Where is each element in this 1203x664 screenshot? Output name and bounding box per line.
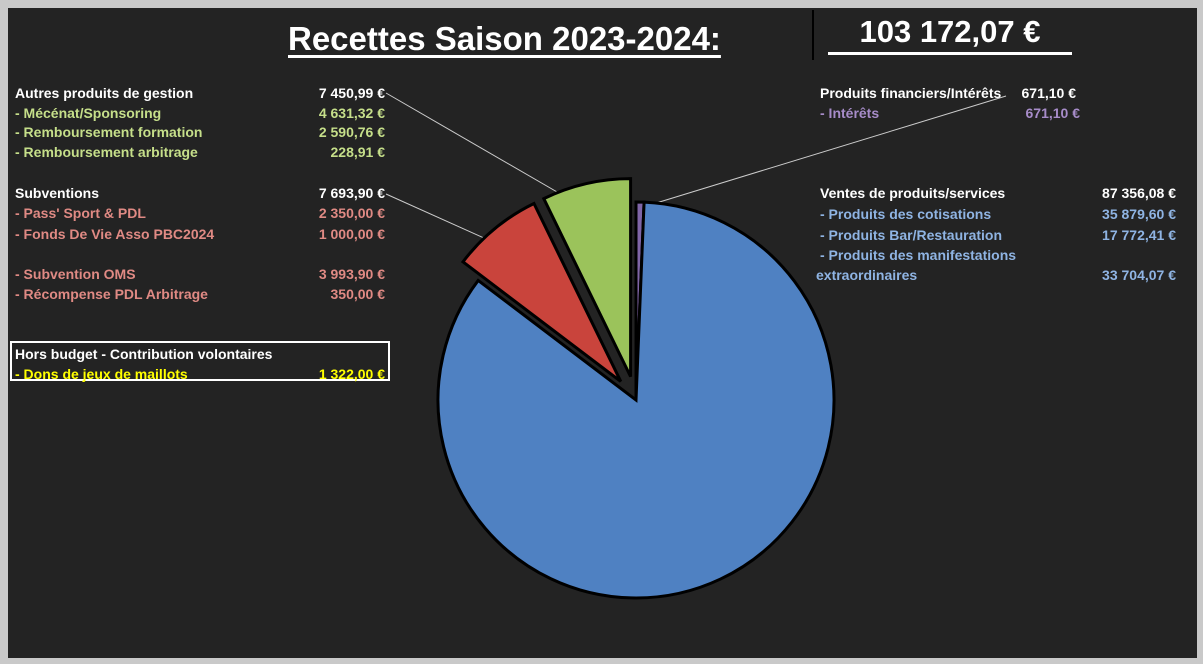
autres-item-value: 4 631,32 €: [318, 105, 385, 121]
financiers-header: Produits financiers/Intérêts: [820, 85, 1002, 101]
ventes-header: Ventes de produits/services: [820, 185, 1006, 201]
subventions-item-value: 3 993,90 €: [318, 266, 385, 282]
financiers-item-value: 671,10 €: [1025, 105, 1081, 121]
financiers-header-value: 671,10 €: [1021, 85, 1077, 101]
autres-header-value: 7 450,99 €: [318, 85, 385, 101]
leader-line: [639, 95, 1007, 209]
hors-budget-header: Hors budget - Contribution volontaires: [15, 346, 273, 362]
pie-slice-ventes: [436, 200, 836, 600]
ventes-item-value: 35 879,60 €: [1102, 206, 1176, 222]
pie-slice-autres: [541, 177, 633, 378]
chart-title: Recettes Saison 2023-2024:: [288, 20, 721, 57]
ventes-header-value: 87 356,08 €: [1102, 185, 1176, 201]
subventions-item-value: 350,00 €: [330, 286, 386, 302]
subventions-item-label: - Récompense PDL Arbitrage: [15, 286, 208, 302]
subventions-item-label: - Subvention OMS: [15, 266, 136, 282]
subventions-item-value: 1 000,00 €: [318, 226, 385, 242]
pie-slices: [436, 177, 836, 600]
ventes-item-label-continued: extraordinaires: [816, 267, 918, 283]
title-separator: [812, 10, 814, 60]
hors-budget-item-value: 1 322,00 €: [318, 366, 385, 382]
ventes-item-label: - Produits Bar/Restauration: [820, 227, 1003, 243]
autres-item-label: - Remboursement formation: [15, 124, 203, 140]
subventions-item-value: 2 350,00 €: [318, 205, 385, 221]
autres-item-value: 228,91 €: [330, 144, 386, 160]
total-underline: [828, 52, 1072, 55]
ventes-item-value: 17 772,41 €: [1102, 227, 1176, 243]
ventes-item-value: 33 704,07 €: [1102, 267, 1176, 283]
subventions-item-label: - Fonds De Vie Asso PBC2024: [15, 226, 215, 242]
hors-budget-box: [10, 341, 390, 381]
autres-item-value: 2 590,76 €: [318, 124, 385, 140]
autres-header: Autres produits de gestion: [15, 85, 194, 101]
subventions-item-label: - Pass' Sport & PDL: [15, 205, 146, 221]
subventions-header-value: 7 693,90 €: [318, 185, 385, 201]
hors-budget-item-label: - Dons de jeux de maillots: [15, 366, 188, 382]
ventes-item-label: - Produits des manifestations: [820, 247, 1017, 263]
subventions-header: Subventions: [15, 185, 100, 201]
autres-item-label: - Mécénat/Sponsoring: [15, 105, 162, 121]
financiers-item-label: - Intérêts: [820, 105, 880, 121]
autres-item-label: - Remboursement arbitrage: [15, 144, 198, 160]
total-amount: 103 172,07 €: [859, 14, 1041, 49]
pie-slice-subventions: [460, 201, 623, 383]
ventes-item-label: - Produits des cotisations: [820, 206, 992, 222]
